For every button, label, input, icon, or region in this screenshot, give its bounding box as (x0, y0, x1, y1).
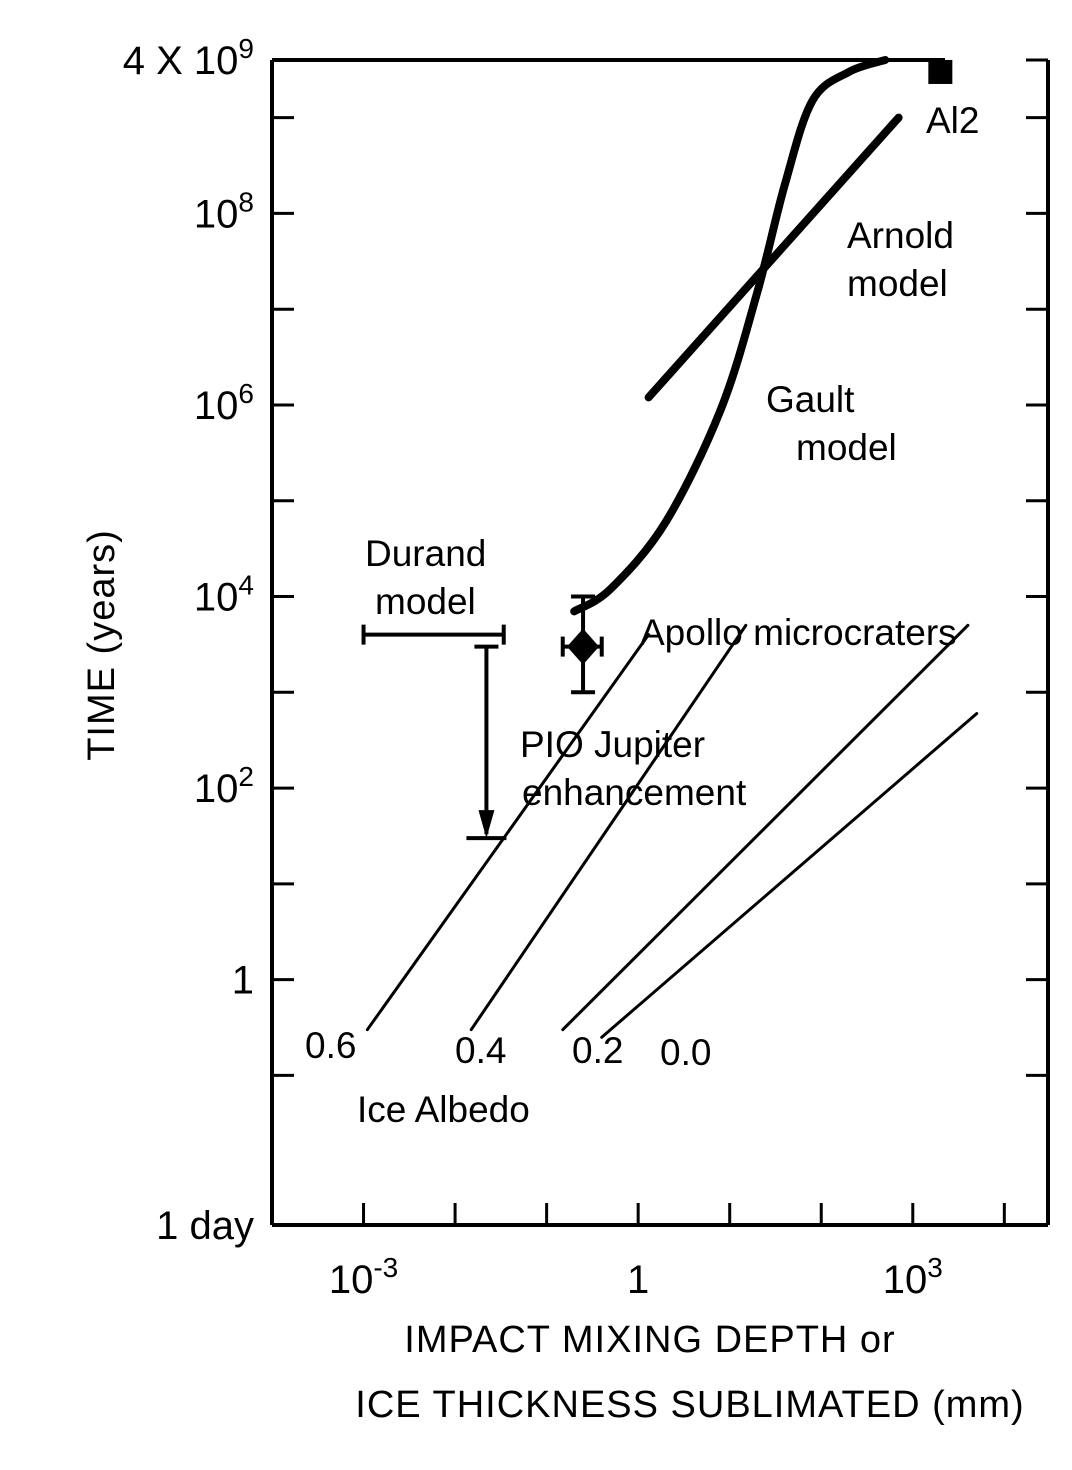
series-line-arnold-model (644, 113, 903, 402)
albedo-value-0-2: 0.2 (572, 1030, 623, 1071)
y-tick-label: 102 (194, 761, 254, 811)
annotations: Al2 Arnold model Gault model Durand model Apoll… (305, 100, 979, 1130)
y-tick-label: 4 X 109 (123, 33, 254, 83)
y-tick-label: 108 (194, 186, 254, 236)
arnold-model-label-line1: Arnold (847, 215, 954, 256)
x-axis-title-line1: IMPACT MIXING DEPTH or (404, 1319, 895, 1361)
gault-model-label-line2: model (796, 427, 897, 468)
pio-arrow-head (478, 810, 495, 839)
x-tick-label: 1 (627, 1258, 649, 1302)
y-tick-label: 104 (194, 570, 254, 620)
axis-ticks: 1 day 1 102 104 106 108 4 X 109 10-3 1 103 (123, 33, 1048, 1302)
plot-frame (270, 58, 1050, 1227)
apollo-microcraters-label: Apollo microcraters (640, 612, 957, 653)
al2-square-marker (928, 59, 953, 84)
al2-label: Al2 (926, 100, 979, 141)
ice-albedo-label: Ice Albedo (357, 1089, 530, 1130)
x-tick-label: 10-3 (329, 1252, 398, 1302)
series-line-0-2 (561, 623, 970, 1032)
data-markers (361, 59, 953, 841)
y-tick-label: 106 (194, 378, 254, 428)
x-axis-title-line2: ICE THICKNESS SUBLIMATED (mm) (355, 1384, 1024, 1426)
data-series (365, 56, 979, 1039)
albedo-value-0-0: 0.0 (660, 1032, 711, 1073)
arnold-model-label-line2: model (847, 263, 948, 304)
x-tick-label: 103 (883, 1252, 943, 1302)
series-line-0-6 (365, 633, 651, 1032)
y-tick-label: 1 (232, 959, 254, 1003)
gault-model-label-line1: Gault (766, 379, 855, 420)
durand-model-label-line2: model (375, 581, 476, 622)
apollo-diamond-marker (567, 628, 600, 665)
series-line-0-4 (469, 623, 748, 1032)
series-line-0-0 (600, 712, 979, 1039)
albedo-value-0-4: 0.4 (455, 1030, 506, 1071)
y-axis-title: TIME (years) (81, 529, 123, 761)
durand-model-label-line1: Durand (365, 533, 486, 574)
pio-jupiter-label-line2: enhancement (522, 772, 747, 813)
y-tick-label: 1 day (156, 1204, 254, 1248)
albedo-value-0-6: 0.6 (305, 1025, 356, 1066)
pio-jupiter-label-line1: PIO Jupiter (520, 724, 705, 765)
series-line-gault-model (570, 56, 890, 616)
